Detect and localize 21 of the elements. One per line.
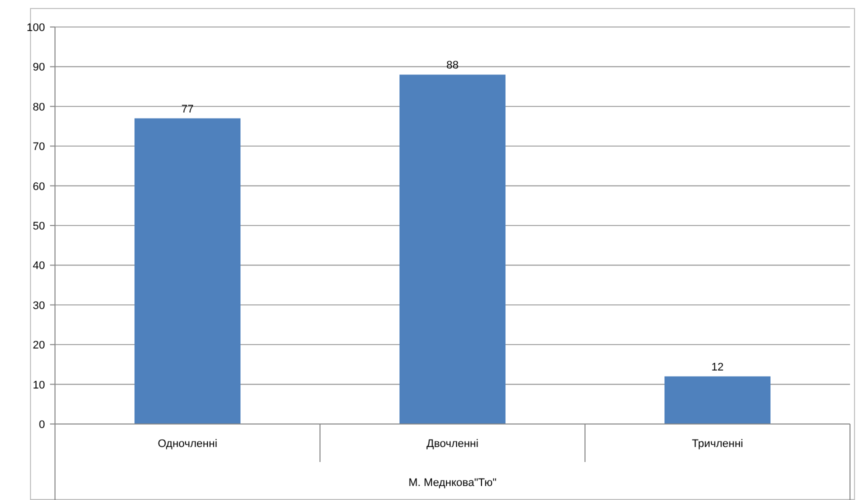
y-tick-label: 90 [32, 62, 45, 74]
y-tick-label: 20 [32, 340, 45, 352]
data-label: 88 [446, 60, 459, 72]
x-tick-label: Двочленні [426, 438, 478, 450]
bar [664, 376, 770, 424]
y-tick-label: 30 [32, 300, 45, 312]
y-tick-label: 80 [32, 101, 45, 114]
y-tick-label: 0 [38, 419, 45, 431]
y-tick-label: 40 [32, 260, 45, 272]
y-tick-label: 60 [32, 180, 45, 193]
y-tick-label: 70 [32, 141, 45, 154]
bar [400, 74, 506, 424]
x-axis-title: М. Меднкова"Тю" [408, 477, 497, 489]
y-tick-label: 100 [26, 22, 45, 34]
x-tick-label: Тричленні [692, 438, 744, 450]
data-label: 77 [181, 103, 194, 116]
data-label: 12 [711, 361, 724, 374]
bar [134, 118, 240, 424]
y-tick-label: 10 [32, 379, 45, 392]
x-tick-label: Одночленні [158, 438, 218, 450]
y-tick-label: 50 [32, 220, 45, 232]
